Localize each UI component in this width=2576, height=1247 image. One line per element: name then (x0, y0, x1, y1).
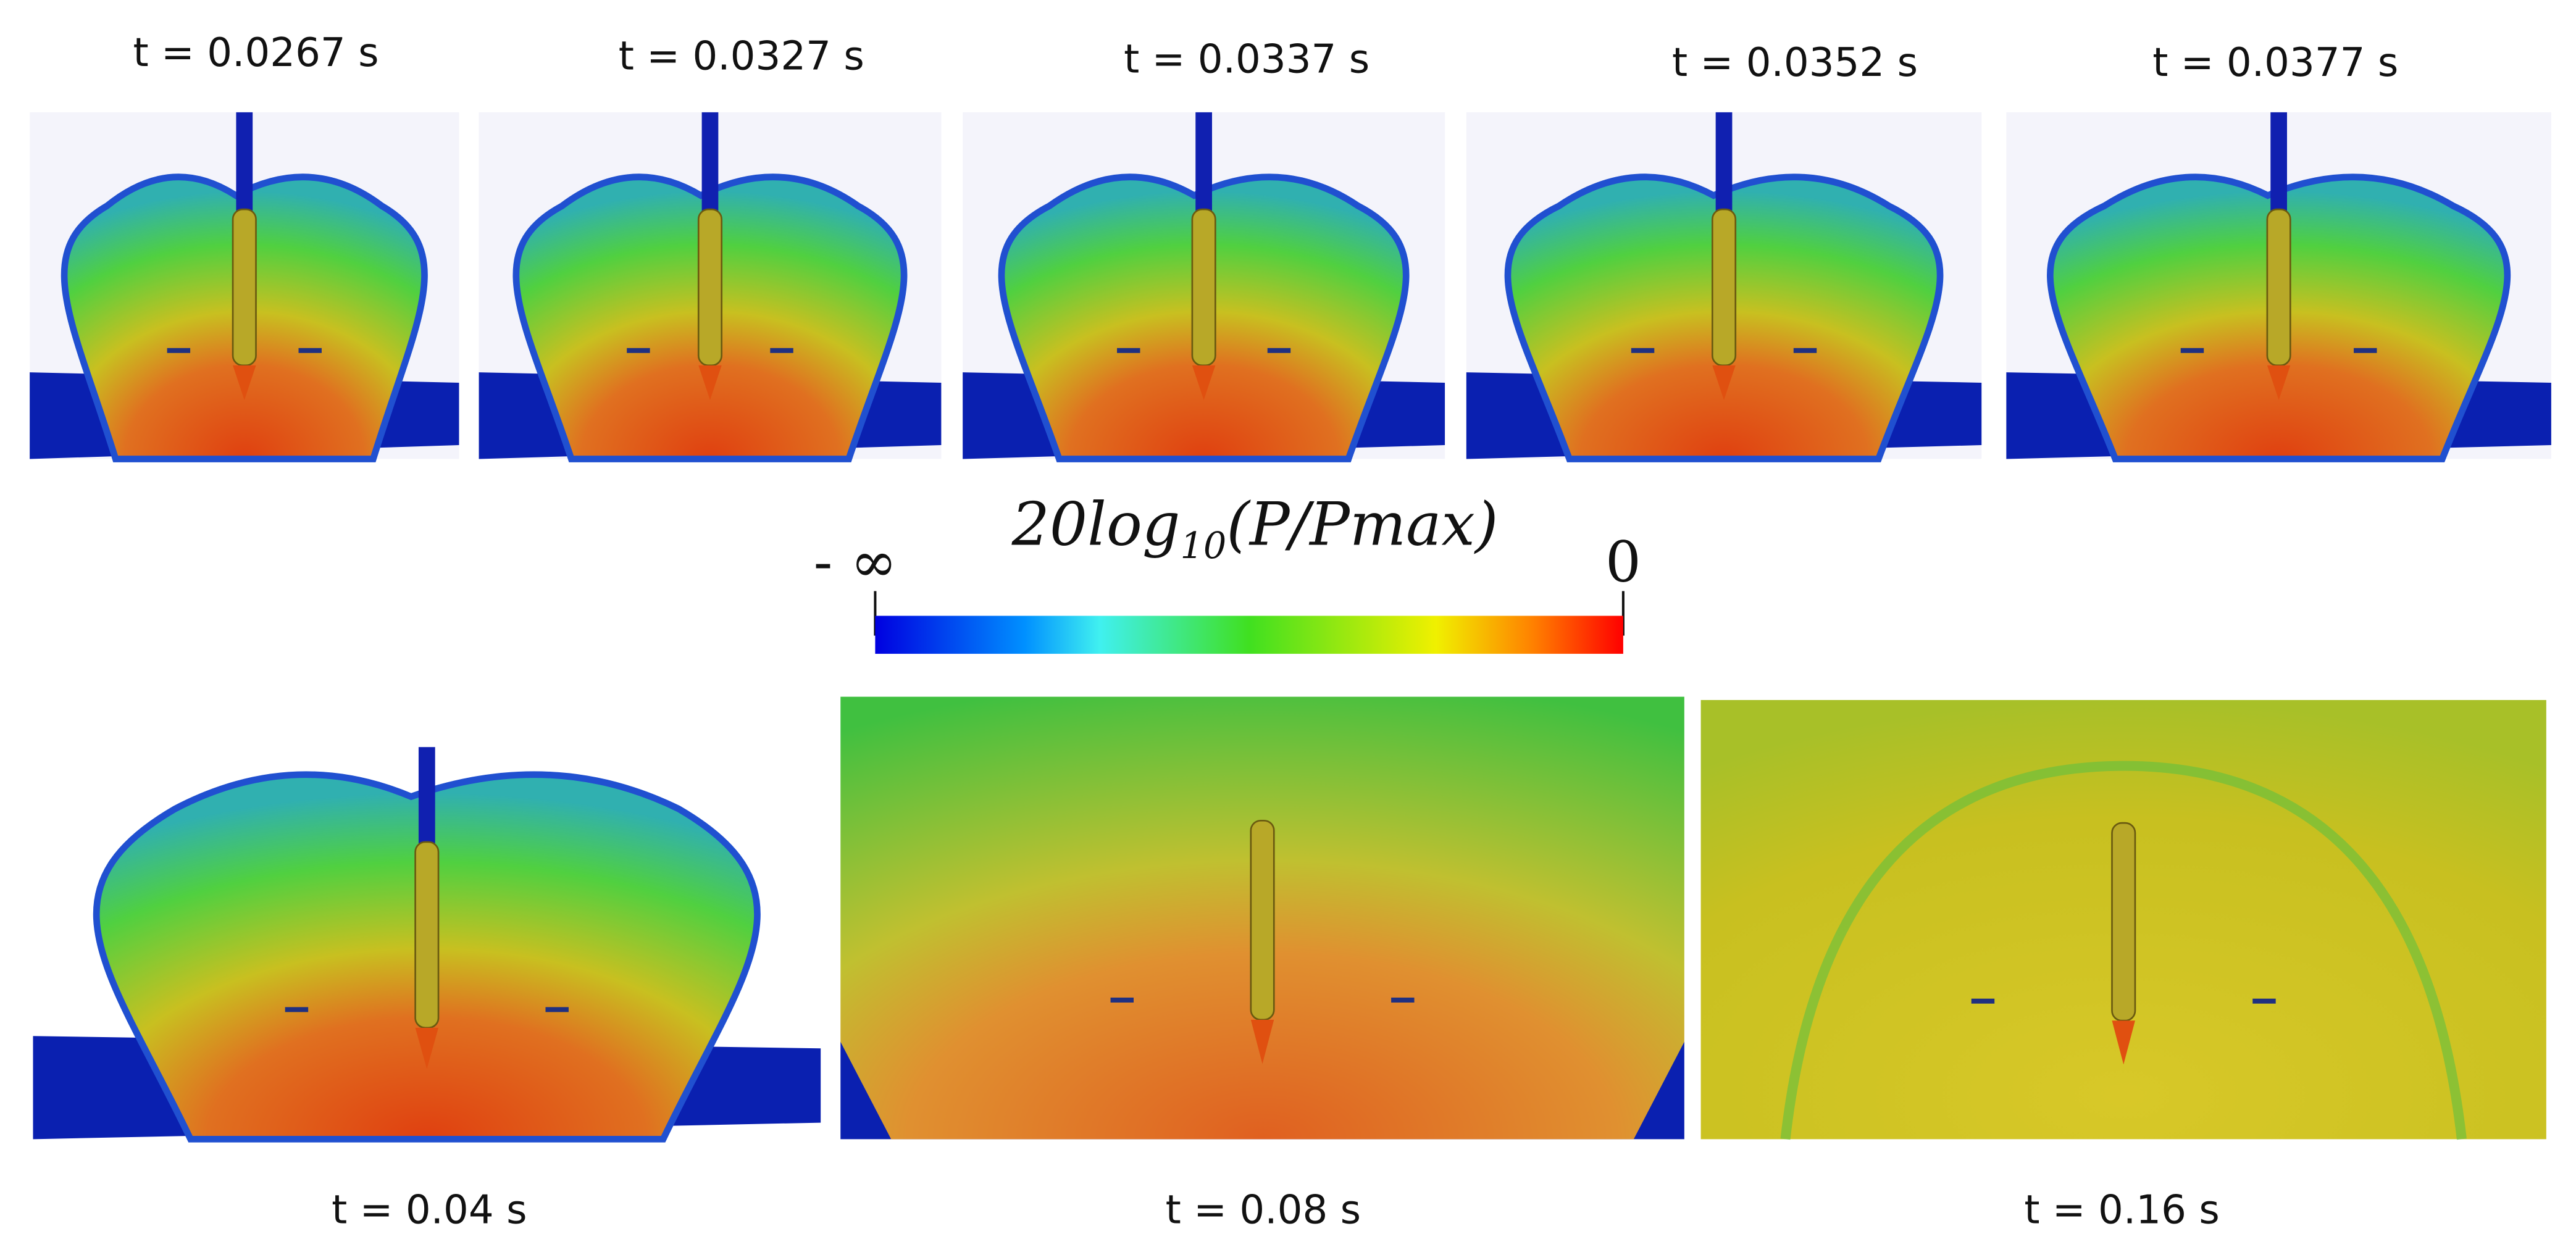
panel: t = 0.0337 s (963, 36, 1445, 462)
rocket-body (232, 208, 257, 367)
pad-right (770, 348, 793, 353)
rocket-body (1711, 208, 1737, 367)
pad-right (2354, 348, 2377, 353)
panel: t = 0.08 s (840, 696, 1684, 1233)
pad-right (1391, 997, 1415, 1003)
rocket-body (2111, 822, 2136, 1022)
colorbar-bar (875, 615, 1623, 654)
panel-label: t = 0.0267 s (133, 30, 378, 76)
rocket-body (2266, 208, 2291, 367)
pad-left (1631, 348, 1655, 353)
pad-left (1110, 997, 1134, 1003)
panel: t = 0.0377 s (2006, 40, 2551, 462)
panel-label: t = 0.16 s (2024, 1187, 2219, 1233)
colorbar-min-label: - ∞ (814, 530, 897, 594)
panel-label: t = 0.0377 s (2152, 40, 2398, 86)
colorbar-max-label: 0 (1605, 530, 1641, 594)
pad-left (627, 348, 650, 353)
rocket-nozzle (698, 365, 722, 401)
rocket-nozzle (2112, 1020, 2135, 1065)
colorbar: 20log10(P/Pmax) - ∞ 0 (814, 490, 1641, 654)
rocket-body (697, 208, 723, 367)
pad-left (1971, 998, 1995, 1004)
colorbar-title-sub: 10 (1180, 524, 1226, 567)
panel: t = 0.04 s (33, 747, 821, 1233)
panel: t = 0.0352 s (1466, 40, 1982, 462)
colorbar-title-main: 20log (1011, 490, 1181, 559)
panel: t = 0.0327 s (479, 33, 942, 462)
pad-right (545, 1007, 569, 1012)
rocket-body (414, 841, 440, 1029)
rocket-nozzle (233, 365, 256, 401)
pad-left (285, 1007, 309, 1012)
panel-label: t = 0.0337 s (1124, 36, 1370, 83)
pad-right (1267, 348, 1291, 353)
pad-left (2180, 348, 2204, 353)
rocket-body (1191, 208, 1216, 367)
panel: t = 0.0267 s (30, 30, 459, 462)
pad-right (2252, 998, 2276, 1004)
pad-right (298, 348, 322, 353)
pad-left (1117, 348, 1140, 353)
rocket-nozzle (1192, 365, 1216, 401)
pad-right (1793, 348, 1817, 353)
panel-label: t = 0.0352 s (1672, 40, 1918, 86)
panel-label: t = 0.0327 s (619, 33, 864, 79)
rocket-nozzle (2267, 365, 2291, 401)
rocket-nozzle (1250, 1019, 1274, 1064)
rocket-body (1250, 819, 1275, 1021)
panels: t = 0.0267 s t = 0.0327 s t = 0.0337 s t = … (30, 30, 2551, 1233)
shock-front (1780, 761, 2467, 1140)
colorbar-title: 20log10(P/Pmax) (1011, 490, 1499, 567)
rocket-nozzle (415, 1027, 439, 1069)
panel: t = 0.16 s (1700, 699, 2546, 1233)
rocket-nozzle (1712, 365, 1736, 401)
panel-label: t = 0.08 s (1166, 1187, 1361, 1233)
colorbar-title-rest: (P/Pmax) (1226, 490, 1498, 559)
panel-label: t = 0.04 s (332, 1187, 527, 1233)
pad-left (167, 348, 191, 353)
